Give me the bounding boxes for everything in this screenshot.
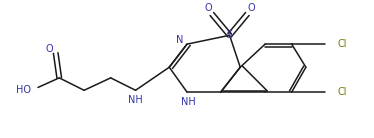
Text: O: O (46, 44, 53, 54)
Text: Cl: Cl (338, 39, 347, 49)
Text: S: S (227, 30, 233, 40)
Text: HO: HO (16, 85, 31, 95)
Text: NH: NH (128, 95, 143, 105)
Text: O: O (205, 3, 212, 13)
Text: N: N (175, 35, 183, 45)
Text: O: O (247, 3, 255, 13)
Text: NH: NH (181, 97, 196, 107)
Text: Cl: Cl (338, 87, 347, 97)
